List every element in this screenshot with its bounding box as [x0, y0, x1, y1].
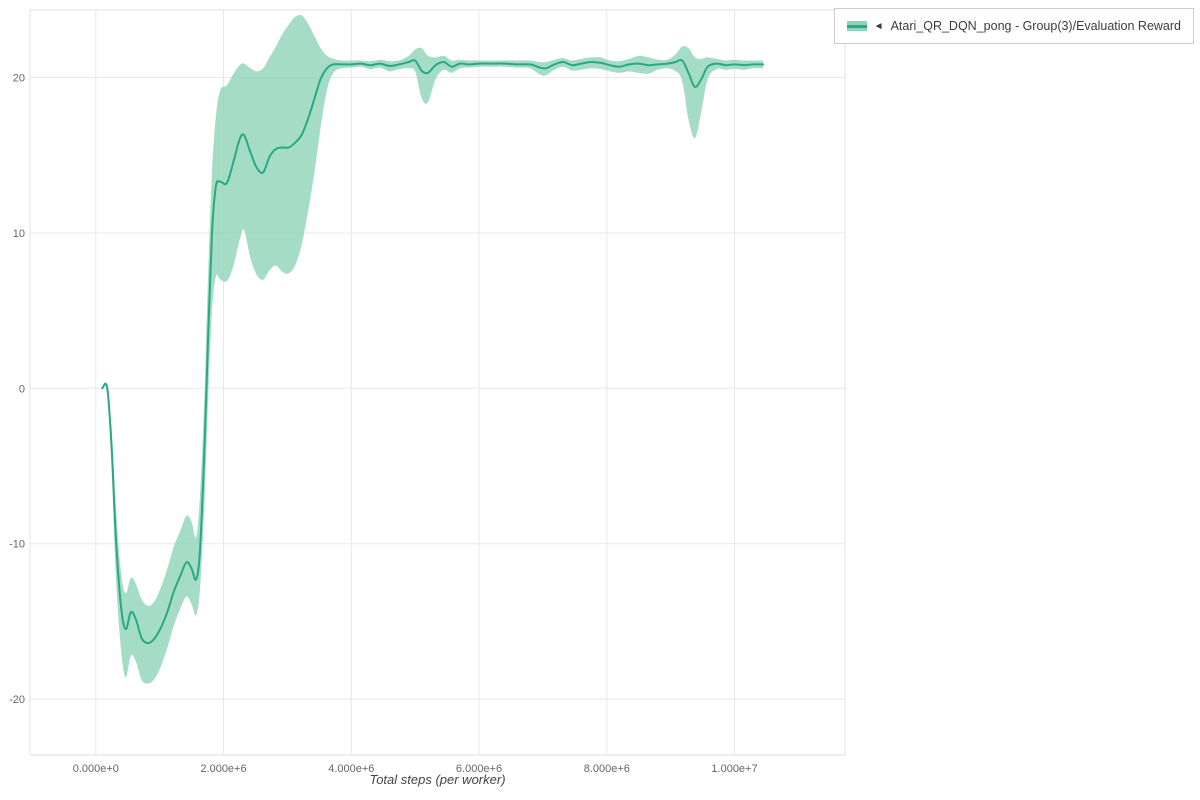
- legend-series-swatch: [846, 21, 867, 31]
- y-tick-label: -20: [9, 694, 25, 706]
- legend-collapse-icon[interactable]: ◄: [873, 20, 884, 32]
- x-tick-label: 2.000e+6: [200, 763, 246, 775]
- x-axis-label: Total steps (per worker): [369, 772, 506, 787]
- legend-series-label: Atari_QR_DQN_pong - Group(3)/Evaluation …: [890, 19, 1181, 33]
- y-tick-label: 0: [19, 383, 25, 395]
- x-tick-label: 8.000e+6: [584, 763, 630, 775]
- confidence-band: [102, 14, 764, 684]
- x-tick-label: 1.000e+7: [711, 763, 757, 775]
- y-tick-label: 20: [13, 73, 25, 85]
- x-tick-label: 6.000e+6: [456, 763, 502, 775]
- mean-line: [101, 58, 765, 645]
- y-tick-label: 10: [13, 228, 25, 240]
- legend-series-line-sample: [846, 24, 867, 28]
- legend[interactable]: ◄ Atari_QR_DQN_pong - Group(3)/Evaluatio…: [833, 8, 1194, 44]
- plot-frame: [29, 9, 846, 756]
- y-tick-label: -10: [9, 539, 25, 551]
- x-tick-label: 0.000e+0: [73, 763, 119, 775]
- x-tick-label: 4.000e+6: [328, 763, 374, 775]
